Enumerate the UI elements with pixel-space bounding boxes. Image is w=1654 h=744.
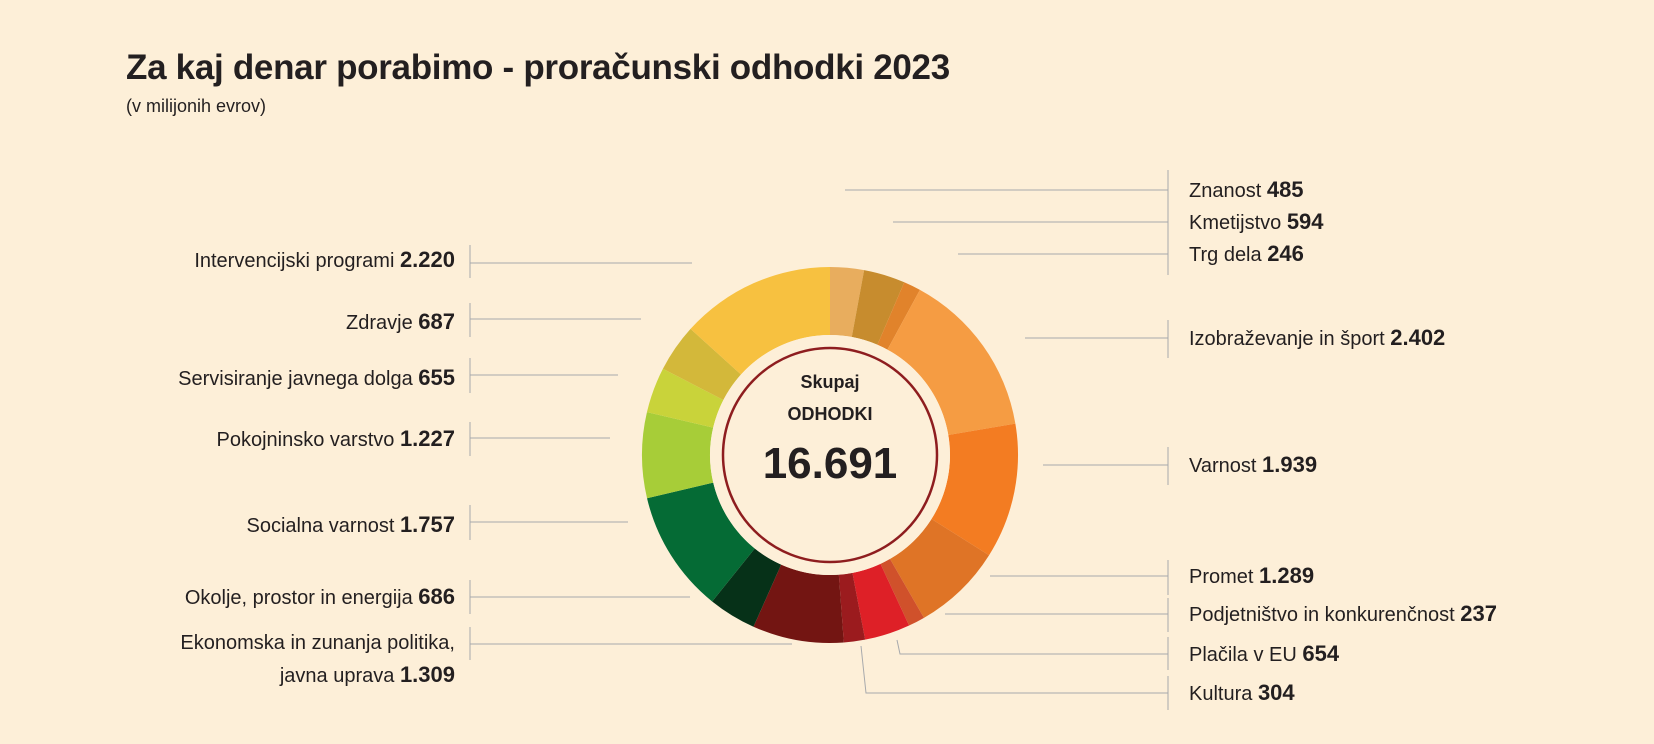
slice-label-13: Servisiranje javnega dolga 655 bbox=[178, 365, 455, 390]
pie-slice-6 bbox=[880, 558, 924, 626]
pie-slice-1 bbox=[851, 270, 905, 345]
slice-label-15: Intervencijski programi 2.220 bbox=[194, 247, 455, 272]
center-total: 16.691 bbox=[763, 439, 898, 488]
slice-label-2: Trg dela 246 bbox=[1189, 241, 1304, 266]
center-label-line1: Skupaj bbox=[800, 372, 859, 392]
slice-label-9-line2: javna uprava 1.309 bbox=[279, 662, 455, 687]
slice-label-9: Ekonomska in zunanja politika, bbox=[180, 632, 455, 654]
donut-slices bbox=[642, 267, 1018, 643]
slice-label-11: Socialna varnost 1.757 bbox=[247, 512, 455, 537]
slice-label-8: Kultura 304 bbox=[1189, 680, 1295, 705]
pie-slice-7 bbox=[852, 563, 910, 640]
leader-line-8 bbox=[860, 645, 1168, 694]
pie-slice-14 bbox=[662, 328, 741, 400]
pie-slice-12 bbox=[642, 412, 714, 499]
pie-slice-15 bbox=[690, 267, 830, 375]
slice-label-7: Plačila v EU 654 bbox=[1189, 641, 1340, 666]
pie-slice-11 bbox=[647, 482, 755, 602]
leader-line-7 bbox=[896, 639, 1168, 655]
slice-label-4: Varnost 1.939 bbox=[1189, 452, 1317, 477]
center-badge: Skupaj ODHODKI 16.691 bbox=[710, 335, 950, 575]
slice-label-0: Znanost 485 bbox=[1189, 177, 1304, 202]
chart-subtitle: (v milijonih evrov) bbox=[126, 96, 267, 116]
pie-slice-0 bbox=[830, 267, 865, 337]
slice-label-1: Kmetijstvo 594 bbox=[1189, 209, 1324, 234]
slice-label-12: Pokojninsko varstvo 1.227 bbox=[217, 426, 455, 451]
chart-title: Za kaj denar porabimo - proračunski odho… bbox=[126, 48, 950, 87]
pie-slice-9 bbox=[753, 564, 844, 643]
center-ring bbox=[721, 346, 939, 564]
leader-lines bbox=[469, 170, 1169, 710]
slice-label-10: Okolje, prostor in energija 686 bbox=[185, 584, 455, 609]
pie-slice-13 bbox=[646, 368, 724, 428]
slice-label-14: Zdravje 687 bbox=[346, 309, 455, 334]
pie-slice-2 bbox=[877, 282, 920, 350]
slice-label-3: Izobraževanje in šport 2.402 bbox=[1189, 325, 1445, 350]
center-disc bbox=[710, 335, 950, 575]
pie-slice-4 bbox=[931, 423, 1018, 556]
pie-slice-3 bbox=[887, 289, 1016, 435]
slice-label-6: Podjetništvo in konkurenčnost 237 bbox=[1189, 601, 1497, 626]
pie-slice-5 bbox=[889, 518, 990, 618]
slice-labels: Znanost 485 Kmetijstvo 594 Trg dela 246 Izo… bbox=[178, 177, 1497, 705]
pie-slice-8 bbox=[838, 572, 866, 643]
slice-label-5: Promet 1.289 bbox=[1189, 563, 1314, 588]
center-label-line2: ODHODKI bbox=[788, 404, 873, 424]
pie-slice-10 bbox=[712, 548, 782, 627]
